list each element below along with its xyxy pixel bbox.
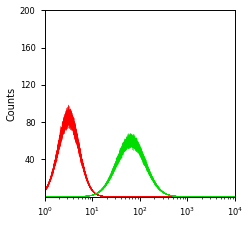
Y-axis label: Counts: Counts: [7, 86, 17, 121]
